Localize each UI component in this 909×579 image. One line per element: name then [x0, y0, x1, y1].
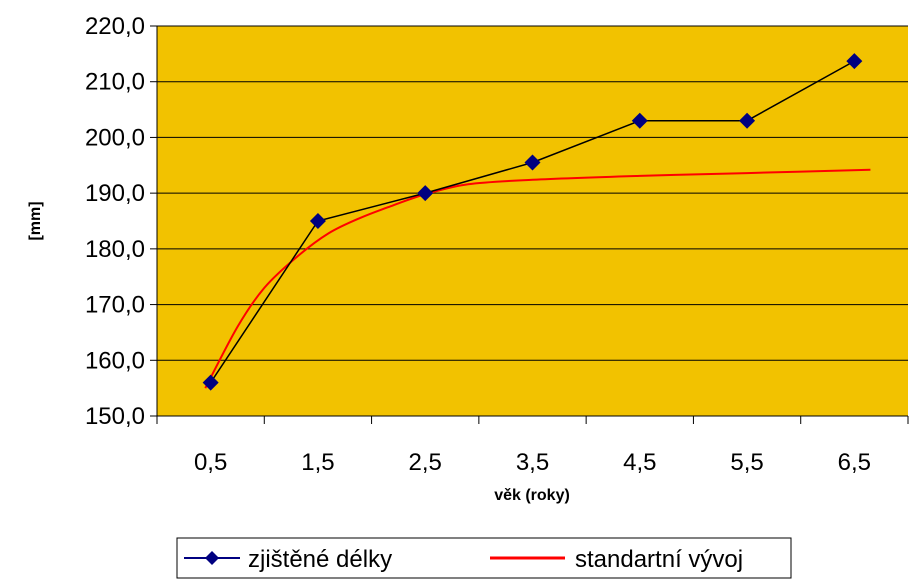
plot-area — [157, 26, 908, 416]
legend-label-observed: zjištěné délky — [248, 546, 392, 573]
x-tick-label: 3,5 — [516, 449, 549, 476]
y-tick-label: 210,0 — [85, 69, 145, 96]
legend: zjištěné délky standartní vývoj — [177, 538, 791, 578]
y-tick-label: 220,0 — [85, 13, 145, 40]
y-tick-label: 180,0 — [85, 236, 145, 263]
x-tick-label: 0,5 — [194, 449, 227, 476]
x-tick-label: 4,5 — [623, 449, 656, 476]
y-tick-label: 170,0 — [85, 292, 145, 319]
x-tick-label: 1,5 — [301, 449, 334, 476]
x-tick-label: 5,5 — [730, 449, 763, 476]
x-tick-labels: 0,5 1,5 2,5 3,5 4,5 5,5 6,5 — [194, 449, 871, 476]
y-tick-labels: 150,0 160,0 170,0 180,0 190,0 200,0 210,0 220,0 — [85, 13, 145, 430]
y-tick-label: 160,0 — [85, 347, 145, 374]
y-tick-label: 190,0 — [85, 180, 145, 207]
y-axis-title: [mm] — [27, 201, 44, 240]
y-tick-label: 200,0 — [85, 124, 145, 151]
y-tick-label: 150,0 — [85, 403, 145, 430]
x-tick-label: 6,5 — [838, 449, 871, 476]
x-tick-label: 2,5 — [409, 449, 442, 476]
x-axis-title: věk (roky) — [494, 487, 570, 504]
legend-label-standard: standartní vývoj — [575, 546, 743, 573]
